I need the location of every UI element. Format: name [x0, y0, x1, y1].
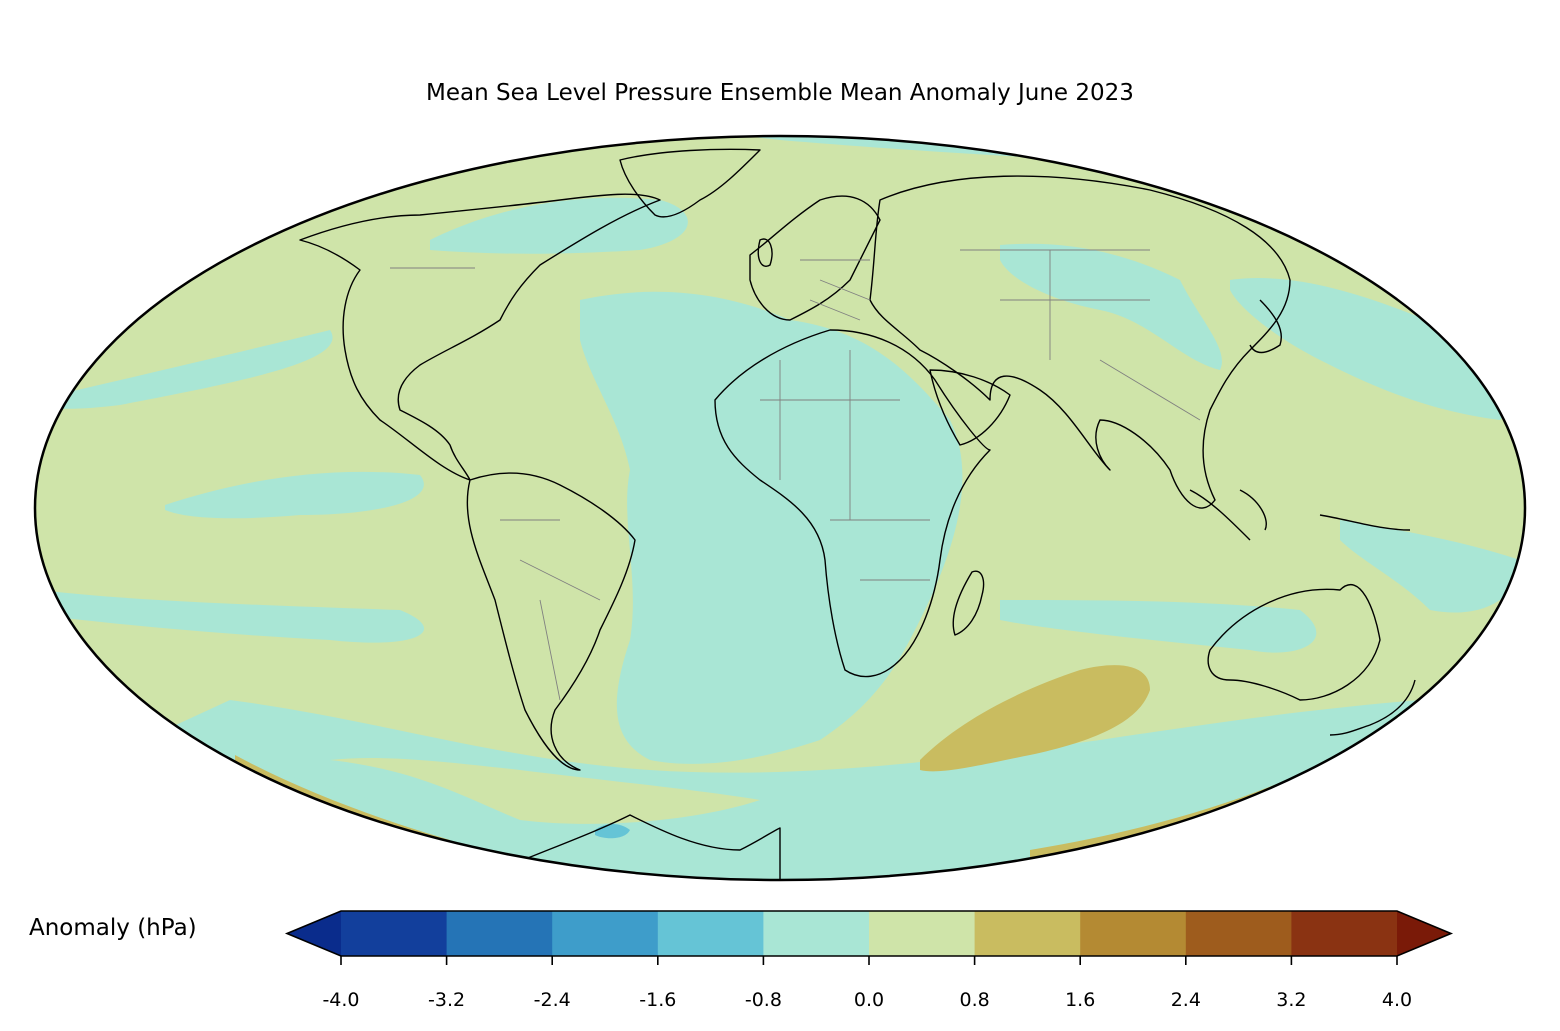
anomaly-region-south-pacific-inner [330, 758, 760, 824]
anomaly-region-antarctic-high-right [1030, 760, 1330, 860]
colorbar-swatch [657, 911, 764, 956]
anomaly-region-north-pacific [1230, 278, 1508, 420]
colorbar-tick-label: 0.8 [959, 989, 989, 1011]
coastline-africa [714, 329, 991, 678]
anomaly-region-tropical-pacific [165, 471, 424, 519]
colorbar-outline [284, 910, 1454, 957]
coastline-australia [1207, 583, 1381, 701]
mollweide-map [33, 134, 1527, 882]
colorbar-tick-label: 0.0 [854, 989, 884, 1011]
colorbar-swatch [552, 911, 659, 956]
map-title: Mean Sea Level Pressure Ensemble Mean An… [426, 80, 1134, 106]
anomaly-region-eastpacific-band [35, 330, 333, 409]
coastline-europe [749, 195, 881, 321]
coastline-indonesia [1189, 489, 1411, 541]
anomaly-region-south-pacific [40, 590, 425, 643]
anomaly-region-central-asia [1000, 243, 1222, 370]
coastline-british-isles [757, 238, 773, 267]
coastline-arabia [929, 369, 1011, 446]
colorbar-tick-label: 4.0 [1382, 989, 1412, 1011]
colorbar-swatch [341, 911, 448, 956]
colorbar-swatch [869, 911, 976, 956]
colorbar-swatch [1080, 911, 1187, 956]
colorbar-swatch [1291, 911, 1398, 956]
colorbar-over-extension [1397, 911, 1451, 956]
anomaly-region-atlantic-africa [580, 291, 963, 764]
coastlines [299, 148, 1416, 880]
colorbar-tick-label: -1.6 [639, 989, 676, 1011]
coastline-madagascar [952, 570, 985, 636]
colorbar-swatch [763, 911, 870, 956]
coastline-asia [869, 175, 1291, 509]
colorbar-swatch [974, 911, 1081, 956]
anomaly-region-south-indian-high [920, 665, 1150, 772]
colorbar-swatch [446, 911, 553, 956]
colorbar-tick-label: -4.0 [322, 989, 359, 1011]
coastline-south-america [466, 472, 636, 771]
coastline-new-zealand [1329, 679, 1416, 736]
coastline-japan [1249, 299, 1282, 354]
colorbar-tick-label: -3.2 [428, 989, 465, 1011]
colorbar-ticks: -4.0 -3.2 -2.4 -1.6 -0.8 0.0 0.8 1.6 2.4 3.2 4.0 [322, 956, 1412, 1011]
colorbar-under-extension [287, 911, 341, 956]
colorbar-label: Anomaly (hPa) [29, 915, 197, 941]
colorbar-tick-label: 3.2 [1276, 989, 1306, 1011]
colorbar-swatch [1185, 911, 1292, 956]
colorbar-swatches [284, 910, 1454, 957]
anomaly-region-greenland-sea [430, 197, 688, 254]
anomaly-region-indian-south [1000, 600, 1317, 653]
colorbar-tick-label: -0.8 [745, 989, 782, 1011]
coastline-greenland [619, 148, 761, 218]
colorbar-tick-label: -2.4 [534, 989, 571, 1011]
coastline-north-america [299, 193, 661, 481]
country-borders [390, 249, 1201, 701]
anomaly-region-west-pacific [1340, 520, 1520, 613]
colorbar-tick-label: 2.4 [1171, 989, 1201, 1011]
globe-outline [33, 134, 1527, 882]
colorbar-tick-label: 1.6 [1065, 989, 1095, 1011]
coastline-antarctica [527, 814, 781, 880]
